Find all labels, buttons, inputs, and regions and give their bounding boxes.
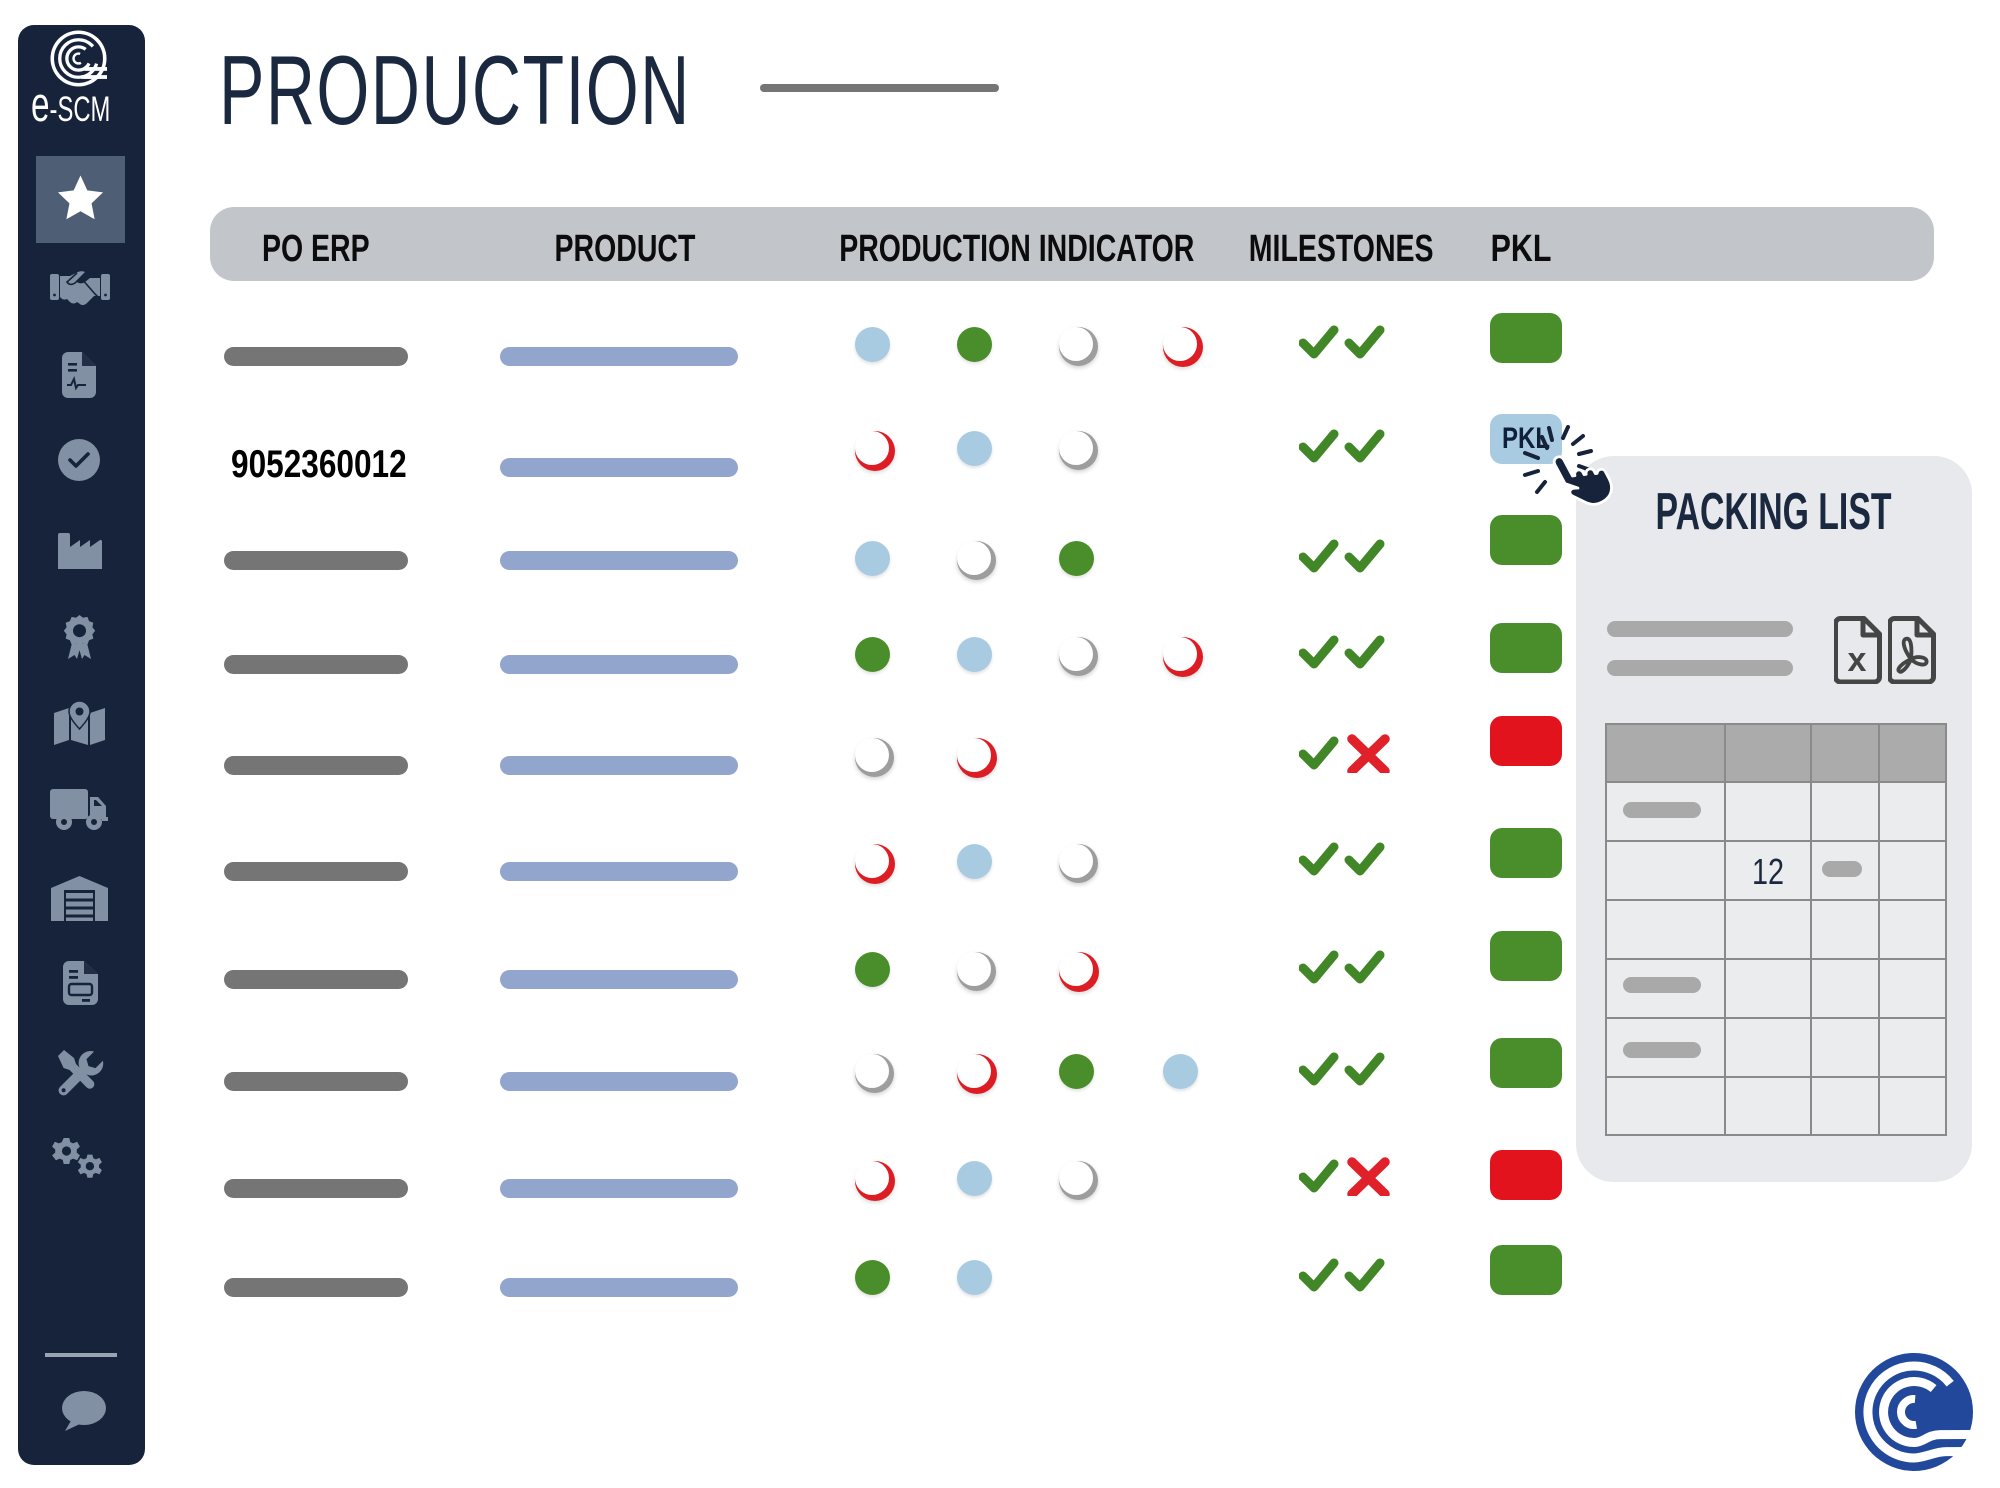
- svg-text:x: x: [1848, 641, 1867, 679]
